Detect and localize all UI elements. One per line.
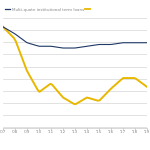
Legend: Multi-quote institutional term loans, : Multi-quote institutional term loans,: [4, 6, 93, 13]
